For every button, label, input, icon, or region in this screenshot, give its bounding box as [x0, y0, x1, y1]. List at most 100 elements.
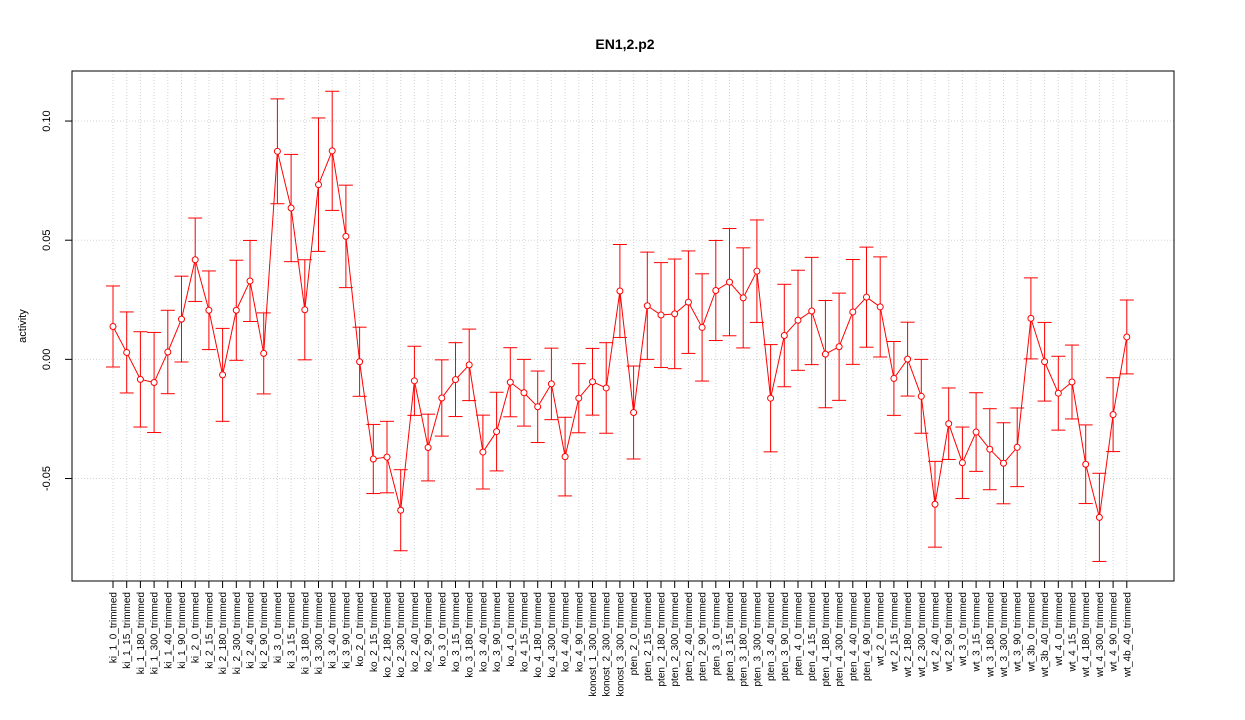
- x-tick-label: wt_4_0_trimmed: [1054, 592, 1065, 667]
- data-point: [178, 315, 185, 323]
- data-point: [863, 293, 870, 301]
- series-segment: [263, 151, 278, 354]
- data-point: [575, 394, 583, 402]
- series-segment: [386, 456, 402, 511]
- data-point: [383, 453, 391, 461]
- data-point: [164, 348, 172, 356]
- series-segment: [934, 423, 950, 505]
- series-segment: [537, 383, 552, 408]
- series-segment: [893, 358, 909, 379]
- x-tick-label: pten_4_15_trimmed: [807, 592, 818, 681]
- series-segment: [1071, 381, 1087, 465]
- data-point: [698, 323, 706, 331]
- y-tick-label: -0.05: [41, 466, 53, 491]
- data-point: [794, 316, 802, 324]
- x-axis: ki_1_0_trimmed ki_1_15_trimmed ki_1_180_tr…: [109, 581, 1133, 697]
- data-point: [356, 358, 364, 366]
- series-segment: [427, 397, 443, 448]
- x-tick-label: ko_4_180_trimmed: [533, 592, 544, 678]
- series-segment: [756, 271, 772, 399]
- series-segment: [1044, 361, 1059, 394]
- series-segment: [975, 431, 991, 450]
- series-segment: [181, 259, 196, 320]
- data-point: [506, 378, 514, 386]
- data-point: [602, 384, 610, 392]
- x-tick-label: wt_2_300_trimmed: [917, 592, 928, 678]
- series-segment: [619, 290, 635, 413]
- x-tick-label: ki_1_15_trimmed: [122, 592, 133, 669]
- x-tick-label: ko_4_300_trimmed: [547, 592, 558, 678]
- data-point: [780, 332, 788, 340]
- series-segment: [496, 382, 511, 432]
- x-tick-label: wt_3_0_trimmed: [958, 592, 969, 667]
- data-point: [972, 428, 980, 436]
- x-tick-label: wt_2_15_trimmed: [889, 592, 900, 672]
- data-point: [260, 349, 268, 357]
- data-point: [1109, 411, 1117, 419]
- x-tick-label: ko_2_300_trimmed: [396, 592, 407, 678]
- data-point: [726, 278, 733, 286]
- x-tick-label: ko_4_0_trimmed: [506, 592, 517, 666]
- x-tick-label: ki_1_180_trimmed: [136, 592, 147, 674]
- x-tick-label: wt_3_180_trimmed: [985, 592, 996, 678]
- data-point: [684, 298, 692, 306]
- data-point: [232, 306, 240, 314]
- y-axis: -0.05 0.00 0.05 0.10: [41, 110, 72, 491]
- data-point: [1013, 443, 1021, 451]
- series-segment: [400, 380, 415, 511]
- series-segment: [605, 290, 621, 389]
- series-segment: [742, 270, 758, 299]
- x-tick-label: wt_2_180_trimmed: [903, 592, 914, 678]
- x-tick-label: ki_3_0_trimmed: [273, 592, 284, 663]
- x-tick-label: wt_3b_0_trimmed: [1026, 592, 1037, 672]
- x-tick-label: wt_4_15_trimmed: [1068, 592, 1079, 672]
- x-tick-label: wt_4b_40_trimmed: [1122, 592, 1133, 678]
- series-segment: [359, 361, 374, 460]
- series-segment: [194, 259, 210, 311]
- data-point: [1054, 389, 1062, 397]
- data-point: [424, 444, 432, 452]
- data-point: [986, 445, 994, 453]
- x-tick-label: ko_3_180_trimmed: [465, 592, 476, 678]
- x-tick-label: pten_3_40_trimmed: [766, 592, 777, 681]
- series-segment: [345, 236, 361, 362]
- series-segment: [578, 381, 593, 399]
- y-axis-label: activity: [17, 309, 29, 343]
- series-segment: [948, 423, 963, 463]
- series-segment: [482, 431, 498, 453]
- plot-frame: [71, 70, 1175, 582]
- data-point: [561, 453, 569, 461]
- series-segment: [112, 326, 128, 353]
- data-point: [109, 322, 117, 330]
- x-tick-label: ki_2_15_trimmed: [204, 592, 215, 669]
- series-segment: [811, 310, 826, 355]
- data-point: [821, 350, 829, 358]
- x-tick-label: ko_4_90_trimmed: [574, 592, 585, 672]
- series-segment: [701, 290, 717, 328]
- series-segment: [468, 364, 484, 453]
- x-tick-label: konost_1_300_trimmed: [588, 592, 599, 697]
- data-point: [438, 394, 446, 402]
- x-tick-label: wt_3_15_trimmed: [972, 592, 983, 672]
- series-segment: [222, 310, 237, 375]
- data-point: [205, 306, 213, 314]
- data-point: [945, 420, 953, 428]
- x-tick-label: pten_4_0_trimmed: [794, 592, 805, 675]
- series-segment: [304, 184, 319, 310]
- x-tick-label: pten_4_180_trimmed: [821, 592, 832, 687]
- x-tick-label: ki_3_180_trimmed: [300, 592, 311, 674]
- data-point: [328, 147, 336, 155]
- data-point: [1000, 459, 1007, 467]
- x-tick-label: pten_2_90_trimmed: [698, 592, 709, 681]
- data-point: [657, 311, 665, 319]
- data-point: [1041, 358, 1049, 366]
- x-tick-label: ki_2_0_trimmed: [191, 592, 202, 663]
- x-tick-label: ko_2_15_trimmed: [369, 592, 380, 672]
- data-point: [397, 506, 405, 514]
- series-segment: [249, 280, 265, 354]
- x-tick-label: ki_1_300_trimmed: [150, 592, 161, 674]
- data-point: [671, 310, 679, 318]
- x-tick-label: wt_3_300_trimmed: [999, 592, 1010, 678]
- data-point: [616, 287, 624, 295]
- series-segment: [770, 335, 785, 399]
